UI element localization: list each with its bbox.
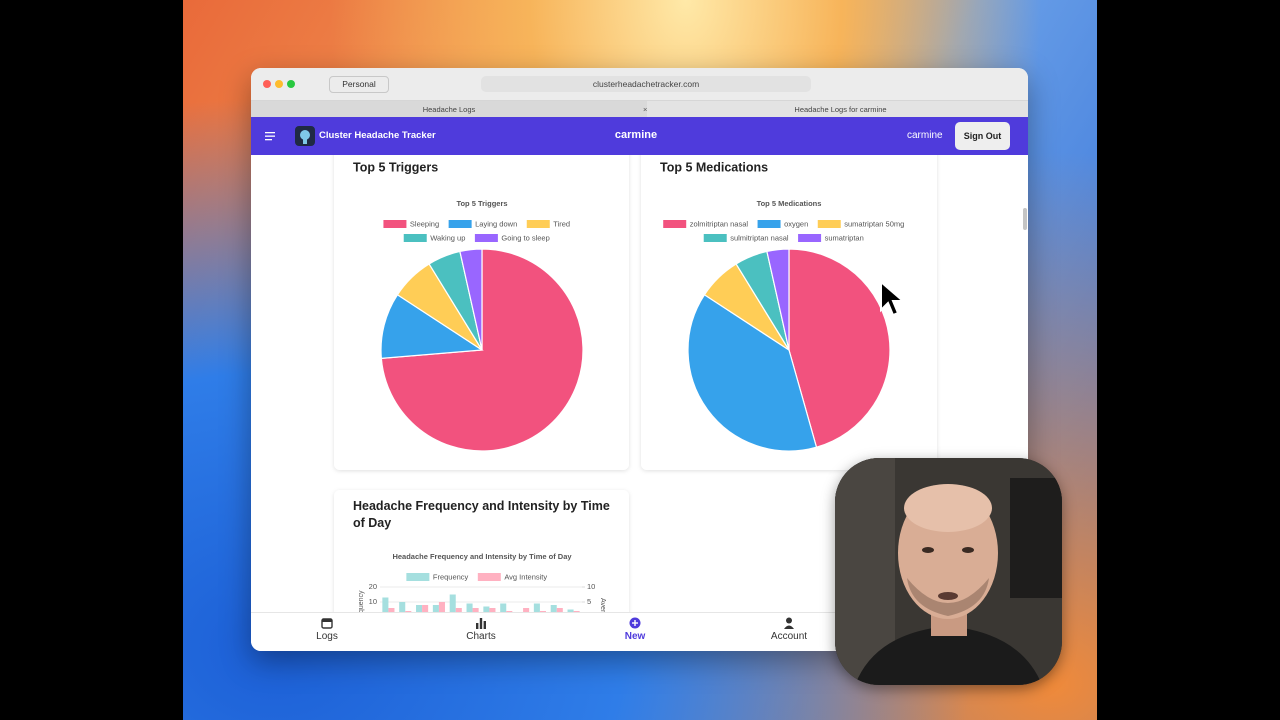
legend-swatch: [798, 234, 822, 242]
bar: [438, 602, 445, 612]
bar: [416, 605, 423, 612]
bar: [506, 611, 513, 612]
legend-label: sumatriptan: [825, 233, 864, 242]
legend-label: Laying down: [475, 219, 517, 228]
chart-title: Top 5 Medications: [757, 199, 822, 208]
legend-label: sumatriptan 50mg: [844, 219, 904, 228]
tab-bar: Headache Logs × Headache Logs for carmin…: [251, 100, 1028, 118]
bar: [405, 611, 412, 612]
legend-swatch: [477, 573, 501, 581]
card-heading: Headache Frequency and Intensity by Time…: [353, 499, 610, 530]
pie-slice: [788, 248, 891, 448]
chart-title: Top 5 Triggers: [456, 199, 507, 208]
app-header: Cluster Headache Tracker carmine carmine…: [251, 117, 1028, 155]
legend-label: Frequency: [433, 572, 469, 581]
tab-close[interactable]: ×: [643, 105, 648, 114]
pie-slice: [766, 248, 790, 351]
legend-swatch: [757, 220, 781, 228]
y2-tick-label: 0: [587, 612, 591, 621]
legend-swatch: [448, 220, 472, 228]
browser-toolbar: Personal clusterheadachetracker.com: [251, 68, 1028, 100]
y2-axis-title: Average Intensity: [599, 598, 606, 652]
bar: [388, 608, 395, 612]
tab[interactable]: Headache Logs for carmine: [794, 105, 887, 114]
bar: [432, 605, 439, 612]
card-heading-box: Headache Frequency and Intensity by Time…: [353, 499, 610, 530]
legend-swatch: [406, 573, 430, 581]
bar: [556, 608, 563, 612]
scrollbar: [1023, 208, 1027, 230]
zoom-button[interactable]: [287, 80, 295, 88]
bar: [399, 602, 406, 612]
webcam-image: [835, 458, 1062, 685]
app-logo: [295, 126, 315, 146]
bar: [533, 603, 540, 612]
bar: [382, 597, 389, 612]
webcam-overlay: [835, 458, 1062, 685]
legend-swatch: [817, 220, 841, 228]
legend-label: Tired: [553, 219, 570, 228]
legend-swatch: [403, 234, 427, 242]
card-heading: Top 5 Medications: [660, 160, 768, 174]
user-name: carmine: [907, 130, 943, 141]
legend-label: zolmitriptan nasal: [690, 219, 749, 228]
bar: [550, 605, 557, 612]
y-tick-label: 20: [369, 582, 377, 591]
legend-label: Going to sleep: [501, 233, 549, 242]
sign-out-button[interactable]: Sign Out: [955, 122, 1010, 150]
bar: [466, 603, 473, 612]
y2-tick-label: 5: [587, 597, 591, 606]
profile-menu[interactable]: Personal: [329, 76, 389, 93]
bar: [517, 613, 523, 618]
app-name: Cluster Headache Tracker: [319, 130, 436, 141]
y-tick-label: 0: [373, 612, 377, 621]
bar: [455, 608, 462, 612]
legend-swatch: [703, 234, 727, 242]
bar: [523, 608, 530, 612]
chart-title: Headache Frequency and Intensity by Time…: [392, 552, 572, 561]
pie-slice: [687, 293, 818, 452]
card: [334, 490, 629, 612]
bar: [472, 608, 479, 612]
close-button[interactable]: [263, 80, 271, 88]
mouse-cursor: [880, 280, 906, 317]
legend-label: Waking up: [430, 233, 465, 242]
bar: [539, 611, 546, 612]
legend-swatch: [474, 234, 498, 242]
bar: [489, 608, 496, 612]
legend-swatch: [383, 220, 407, 228]
tab[interactable]: Headache Logs: [251, 101, 647, 118]
y-axis-title: Frequency: [358, 590, 365, 624]
legend-label: oxygen: [784, 219, 808, 228]
bar: [422, 605, 429, 612]
legend-label: Avg Intensity: [504, 572, 547, 581]
minimize-button[interactable]: [275, 80, 283, 88]
y-tick-label: 10: [369, 597, 377, 606]
card-heading: Top 5 Triggers: [353, 160, 438, 174]
legend-swatch: [663, 220, 687, 228]
legend-label: sulmitriptan nasal: [730, 233, 789, 242]
y2-tick-label: 10: [587, 582, 595, 591]
pie-slice: [459, 248, 483, 351]
bar: [483, 606, 490, 612]
page-title: carmine: [614, 129, 658, 141]
bar: [500, 603, 507, 612]
menu-icon[interactable]: [265, 131, 275, 141]
legend-label: Sleeping: [410, 219, 439, 228]
address-bar[interactable]: clusterheadachetracker.com: [481, 76, 811, 92]
bar: [449, 594, 456, 612]
bar: [567, 609, 574, 612]
legend-swatch: [526, 220, 550, 228]
bar: [573, 611, 580, 612]
